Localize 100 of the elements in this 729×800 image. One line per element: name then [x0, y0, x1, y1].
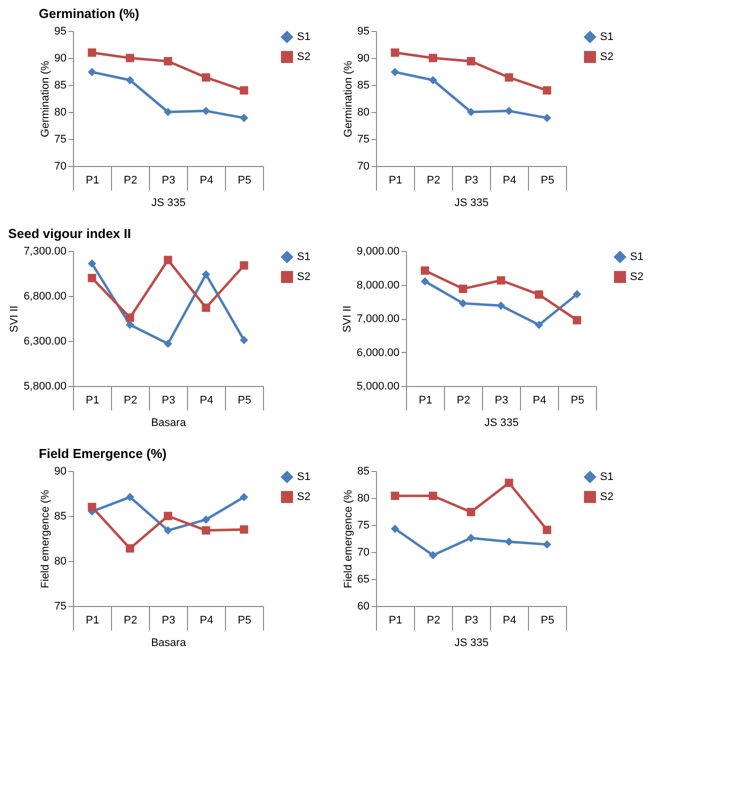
- x-tick-label: P4: [502, 614, 516, 626]
- y-tick-label: 7,000.00: [356, 313, 400, 325]
- legend-label: S2: [297, 271, 310, 283]
- point: [542, 114, 552, 122]
- x-tick-label: P2: [426, 614, 440, 626]
- point: [88, 502, 96, 512]
- legend-label: S2: [600, 51, 614, 63]
- y-tick-label: 60: [357, 600, 370, 612]
- y-tick-label: 8,000.00: [356, 279, 400, 292]
- y-tick-label: 85: [54, 510, 66, 522]
- x-axis-title: JS 335: [454, 197, 489, 209]
- x-axis-title: Basara: [151, 637, 187, 649]
- y-tick-label: 5,800.00: [24, 380, 66, 392]
- x-tick-label: P5: [570, 394, 584, 406]
- point: [164, 256, 172, 264]
- x-tick-label: P1: [86, 614, 100, 626]
- y-axis-title: SVI II: [8, 306, 21, 332]
- legend-label: S1: [297, 471, 310, 483]
- x-tick-label: P3: [162, 174, 176, 186]
- y-tick-label: 80: [357, 106, 370, 118]
- point: [202, 304, 210, 312]
- y-tick-label: 65: [357, 574, 370, 586]
- point: [202, 515, 210, 524]
- point: [202, 270, 210, 279]
- x-tick-label: P4: [200, 174, 214, 186]
- point: [390, 524, 400, 533]
- point: [126, 54, 134, 62]
- point: [542, 526, 552, 534]
- point: [542, 540, 552, 549]
- legend-label: S1: [600, 31, 614, 43]
- y-tick-label: 80: [54, 106, 66, 118]
- point: [466, 534, 476, 542]
- point: [466, 57, 476, 66]
- y-axis-title: Field emergence (%: [342, 490, 354, 588]
- y-tick-label: 90: [357, 52, 370, 64]
- point: [504, 538, 514, 546]
- point: [164, 526, 172, 535]
- x-tick-label: P3: [162, 394, 176, 406]
- point: [466, 508, 476, 516]
- y-tick-label: 6,000.00: [356, 346, 400, 359]
- x-tick-label: P3: [464, 174, 478, 186]
- x-tick-label: P5: [540, 614, 554, 626]
- y-axis-title: Field emergence (%: [39, 490, 52, 588]
- x-tick-label: P2: [456, 394, 470, 406]
- point: [572, 316, 582, 324]
- x-tick-label: P2: [124, 394, 138, 406]
- y-tick-label: 90: [54, 466, 66, 478]
- x-axis-title: JS 335: [454, 637, 489, 649]
- point: [534, 290, 544, 299]
- y-tick-label: 70: [54, 160, 66, 172]
- point: [126, 313, 134, 322]
- y-tick-label: 70: [357, 160, 370, 172]
- legend-label: S1: [630, 251, 644, 263]
- point: [202, 526, 210, 535]
- point: [126, 76, 134, 84]
- point: [164, 512, 172, 520]
- point: [164, 340, 172, 348]
- y-tick-label: 85: [357, 466, 370, 478]
- legend-label: S2: [630, 271, 644, 283]
- legend-label: S1: [297, 31, 310, 43]
- y-tick-label: 95: [54, 26, 66, 38]
- x-tick-label: P4: [532, 394, 546, 406]
- point: [202, 106, 210, 116]
- point: [420, 266, 430, 275]
- x-tick-label: P4: [502, 174, 516, 186]
- x-tick-label: P1: [388, 614, 402, 626]
- x-tick-label: P2: [426, 174, 440, 186]
- y-axis-title: SVI II: [342, 306, 354, 332]
- y-tick-label: 95: [357, 26, 370, 38]
- point: [534, 320, 544, 330]
- y-axis-title: Germination (%: [342, 60, 354, 138]
- x-tick-label: P1: [86, 394, 100, 406]
- y-tick-label: 70: [357, 546, 370, 558]
- x-tick-label: P5: [238, 614, 252, 626]
- point: [572, 290, 582, 298]
- legend-label: S1: [297, 251, 310, 263]
- point: [390, 68, 400, 76]
- x-tick-label: P1: [86, 174, 100, 186]
- point: [504, 478, 514, 488]
- point: [126, 544, 134, 553]
- point: [240, 525, 248, 534]
- point: [458, 284, 468, 293]
- y-tick-label: 75: [357, 520, 370, 532]
- chart-title: Germination (%): [38, 6, 140, 21]
- x-tick-label: P3: [162, 614, 176, 626]
- y-axis-title: Germination (%: [39, 60, 52, 138]
- x-tick-label: P5: [540, 174, 554, 186]
- point: [390, 48, 400, 57]
- chart-title: Field Emergence (%): [38, 446, 167, 461]
- x-tick-label: P2: [124, 614, 138, 626]
- y-tick-label: 9,000.00: [356, 246, 400, 258]
- x-tick-label: P5: [238, 394, 252, 406]
- point: [88, 274, 96, 282]
- x-axis-title: Basara: [151, 417, 187, 429]
- x-tick-label: P1: [388, 174, 402, 186]
- point: [428, 54, 438, 62]
- point: [428, 76, 438, 84]
- x-tick-label: P1: [418, 394, 432, 406]
- point: [542, 86, 552, 95]
- y-tick-label: 80: [357, 492, 370, 504]
